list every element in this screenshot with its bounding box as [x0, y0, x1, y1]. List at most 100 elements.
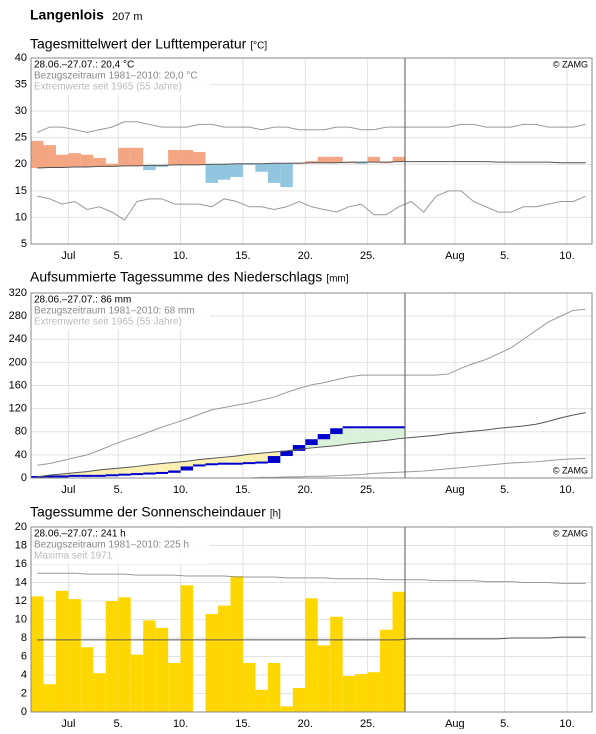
bar — [105, 601, 119, 712]
annotation: Bezugszeitraum 1981–2010: 225 h — [34, 540, 189, 551]
bar — [155, 627, 169, 712]
increment — [280, 450, 293, 457]
chart-title: Tagessumme der Sonnenscheindauer — [30, 504, 266, 520]
difference-area — [155, 463, 169, 473]
annotation: Maxima seit 1971 — [34, 551, 113, 562]
bar — [31, 596, 44, 712]
chart-title: Aufsummierte Tagessumme des Niederschlag… — [30, 269, 322, 285]
bar — [31, 140, 44, 169]
bar — [218, 164, 231, 180]
bar — [93, 157, 106, 167]
bar — [205, 164, 218, 183]
x-tick-label: 5. — [114, 718, 123, 729]
increment — [193, 464, 206, 467]
bar — [392, 156, 405, 162]
increment — [118, 473, 131, 476]
x-tick-label: Jul — [61, 250, 75, 262]
bar — [118, 597, 131, 712]
y-tick-label: 10 — [15, 613, 27, 625]
increment — [31, 476, 44, 478]
bar — [55, 590, 69, 712]
increment — [55, 475, 69, 478]
x-tick-label: 20. — [298, 484, 313, 496]
bar — [143, 165, 156, 171]
extreme-line — [37, 190, 586, 221]
x-tick-label: Aug — [445, 484, 465, 496]
difference-area — [68, 472, 81, 477]
difference-area — [267, 451, 281, 457]
bar — [68, 599, 81, 712]
mean-line — [37, 636, 586, 641]
y-tick-label: 80 — [15, 426, 27, 438]
x-tick-label: 10. — [559, 250, 574, 262]
x-tick-label: Aug — [445, 250, 465, 262]
bar — [80, 154, 94, 167]
difference-area — [55, 473, 69, 477]
increment — [80, 474, 94, 477]
bar — [267, 662, 281, 712]
y-tick-label: 2 — [21, 687, 27, 699]
increment — [130, 473, 144, 476]
x-tick-label: 5. — [500, 484, 509, 496]
y-tick-label: 30 — [15, 105, 27, 117]
elevation: 207 m — [112, 11, 143, 23]
difference-area — [205, 458, 218, 465]
bar — [355, 162, 368, 164]
bar — [242, 662, 256, 712]
annotation-box — [32, 294, 210, 330]
difference-area — [342, 428, 356, 444]
increment — [367, 426, 381, 429]
bar — [280, 163, 293, 188]
bar — [180, 149, 194, 165]
extreme-line — [37, 121, 586, 133]
increment — [105, 474, 119, 477]
bar — [380, 629, 393, 712]
bar — [155, 165, 169, 167]
extreme-line — [37, 308, 586, 466]
unit: [h] — [270, 509, 281, 520]
bar — [43, 684, 56, 712]
bar — [205, 613, 218, 712]
increment — [355, 426, 368, 429]
y-tick-label: 240 — [9, 333, 27, 345]
bar — [168, 662, 181, 712]
y-tick-label: 8 — [21, 632, 27, 644]
increment — [205, 463, 218, 466]
bar — [118, 147, 131, 166]
annotation: 28.06.–27.07.: 241 h — [34, 529, 126, 540]
y-tick-label: 40 — [15, 52, 27, 64]
plot-border — [30, 526, 593, 713]
bar — [342, 675, 356, 712]
annotation: 28.06.–27.07.: 86 mm — [34, 295, 131, 306]
increment — [43, 475, 56, 478]
y-tick-label: 20 — [15, 158, 27, 170]
increment — [292, 445, 306, 451]
bar — [330, 616, 343, 712]
increment — [392, 426, 405, 429]
x-tick-label: 10. — [173, 718, 188, 729]
bar — [317, 156, 331, 163]
difference-area — [105, 468, 119, 476]
x-tick-label: 5. — [114, 250, 123, 262]
annotation-box — [32, 59, 210, 95]
bar — [68, 153, 81, 167]
x-tick-label: 10. — [559, 484, 574, 496]
bar — [392, 591, 405, 712]
bar — [93, 673, 106, 712]
bar — [292, 687, 306, 712]
bar — [180, 585, 194, 712]
difference-area — [118, 467, 131, 476]
y-tick-label: 10 — [15, 211, 27, 223]
x-tick-label: 15. — [235, 250, 250, 262]
increment — [155, 471, 169, 474]
bar — [230, 576, 243, 712]
copyright: © ZAMG — [553, 528, 588, 538]
difference-area — [230, 456, 243, 465]
difference-area — [130, 466, 144, 475]
chart-title: Tagesmittelwert der Lufttemperatur — [30, 36, 247, 52]
x-tick-label: 15. — [235, 484, 250, 496]
bar — [55, 154, 69, 168]
annotation: Extremwerte seit 1965 (55 Jahre) — [34, 317, 182, 328]
mean-line — [37, 412, 586, 478]
